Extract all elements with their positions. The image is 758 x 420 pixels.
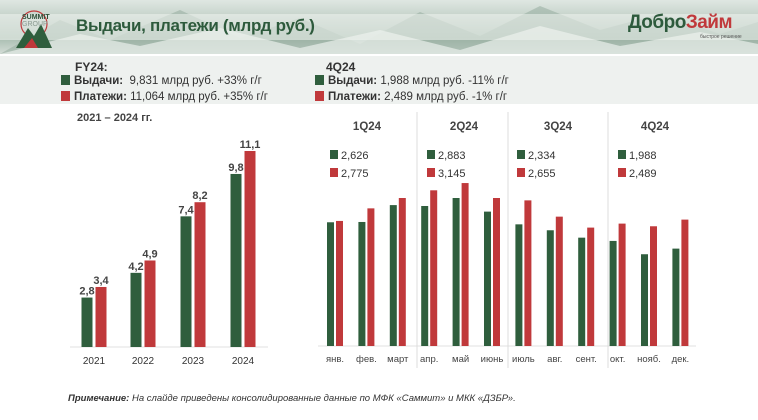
issuance-bar-авг. bbox=[546, 230, 554, 346]
quarter-payments-value: 2,655 bbox=[528, 168, 556, 180]
issuance-bar-сент. bbox=[578, 237, 586, 346]
x-tick-label-март: март bbox=[387, 354, 409, 365]
payments-bar-2021 bbox=[95, 286, 107, 347]
quarter-issuance-value: 2,883 bbox=[438, 150, 466, 162]
q4-issuance: Выдачи: 1,988 млрд руб. -11% г/г bbox=[315, 75, 509, 87]
summit-logo-text: SUMMIT GROUP bbox=[22, 14, 50, 28]
payments-bar-март bbox=[398, 198, 406, 346]
issuance-bar-дек. bbox=[672, 248, 680, 346]
quarter-title-1Q24: 1Q24 bbox=[353, 121, 382, 133]
monthly-chart: янв. фев. март апр. май июнь июль авг. сент. окт.… bbox=[318, 112, 696, 368]
quarter-payments-value: 3,145 bbox=[438, 168, 466, 180]
x-tick-label-июль: июль bbox=[512, 354, 535, 365]
issuance-bar-янв. bbox=[327, 222, 334, 346]
x-tick-label-2023: 2023 bbox=[182, 356, 205, 367]
x-tick-label-нояб.: нояб. bbox=[637, 354, 661, 365]
quarter-issuance-value: 1,988 bbox=[629, 150, 657, 162]
issuance-bar-окт. bbox=[609, 240, 617, 346]
summit-group-logo bbox=[16, 10, 52, 48]
issuance-bar-май bbox=[452, 198, 460, 346]
fy-heading: FY24: bbox=[75, 60, 108, 74]
payments-bar-2023 bbox=[194, 202, 206, 347]
payments-bar-сент. bbox=[587, 227, 595, 346]
x-tick-label-дек.: дек. bbox=[672, 354, 690, 365]
page-title: Выдачи, платежи (млрд руб.) bbox=[76, 16, 315, 35]
payments-legend-square bbox=[61, 91, 70, 101]
quarter-title-4Q24: 4Q24 bbox=[641, 121, 670, 133]
fy-issuance: Выдачи: 9,831 млрд руб. +33% г/г bbox=[61, 75, 262, 87]
issuance-legend-square bbox=[427, 150, 435, 159]
annual-chart: 2,83,4 2021 4,24,9 2022 7,4 8,2 2023 9,8 11,1 202… bbox=[70, 139, 268, 367]
title-strip bbox=[0, 14, 758, 40]
issuance-legend-square bbox=[315, 75, 324, 85]
payments-legend-square bbox=[517, 168, 525, 177]
issuance-bar-фев. bbox=[358, 221, 366, 346]
issuance-data-label-2024: 9,8 bbox=[228, 162, 243, 174]
q4-payments: Платежи: 2,489 млрд руб. -1% г/г bbox=[315, 91, 507, 103]
payments-bar-авг. bbox=[555, 216, 563, 346]
x-tick-label-фев.: фев. bbox=[356, 354, 377, 365]
payments-data-label-2021: 3,4 bbox=[93, 275, 109, 287]
issuance-bar-2023 bbox=[180, 216, 192, 347]
issuance-bar-март bbox=[389, 205, 397, 346]
payments-bar-окт. bbox=[618, 223, 626, 346]
issuance-bar-нояб. bbox=[641, 254, 648, 346]
x-tick-label-июнь: июнь bbox=[481, 354, 504, 365]
payments-data-label-2023: 8,2 bbox=[192, 190, 207, 202]
x-tick-label-2024: 2024 bbox=[232, 356, 255, 367]
q4-heading: 4Q24 bbox=[326, 60, 356, 74]
issuance-data-label-2023: 7,4 bbox=[178, 204, 194, 216]
x-tick-label-май: май bbox=[452, 354, 469, 365]
issuance-bar-2024 bbox=[230, 173, 242, 347]
issuance-data-label-2022: 4,2 bbox=[128, 261, 143, 273]
annual-chart-title: 2021 – 2024 гг. bbox=[77, 112, 153, 124]
payments-bar-июль bbox=[524, 200, 532, 346]
quarter-title-3Q24: 3Q24 bbox=[544, 121, 573, 133]
x-tick-label-апр.: апр. bbox=[420, 354, 438, 365]
payments-data-label-2024: 11,1 bbox=[240, 139, 261, 151]
payments-bar-янв. bbox=[336, 220, 343, 346]
payments-bar-фев. bbox=[367, 208, 375, 346]
payments-bar-нояб. bbox=[650, 226, 657, 346]
summary-band bbox=[0, 56, 758, 104]
payments-legend-square bbox=[330, 168, 338, 177]
issuance-bar-2021 bbox=[81, 297, 93, 347]
x-tick-label-сент.: сент. bbox=[576, 354, 597, 365]
x-tick-label-2021: 2021 bbox=[83, 356, 106, 367]
quarter-payments-value: 2,775 bbox=[341, 168, 369, 180]
footnote: Примечание: На слайде приведены консолид… bbox=[68, 393, 516, 404]
quarter-title-2Q24: 2Q24 bbox=[450, 121, 479, 133]
payments-bar-дек. bbox=[681, 219, 689, 346]
issuance-legend-square bbox=[61, 75, 70, 85]
payments-bar-июнь bbox=[493, 198, 500, 346]
issuance-legend-square bbox=[517, 150, 525, 159]
payments-bar-апр. bbox=[430, 190, 438, 346]
x-tick-label-2022: 2022 bbox=[132, 356, 155, 367]
issuance-legend-square bbox=[618, 150, 626, 159]
payments-legend-square bbox=[618, 168, 626, 177]
issuance-bar-июль bbox=[515, 224, 523, 346]
dobrozaim-logo: ДоброЗайм bbox=[628, 12, 733, 33]
x-tick-label-авг.: авг. bbox=[547, 354, 562, 365]
payments-legend-square bbox=[427, 168, 435, 177]
x-tick-label-янв.: янв. bbox=[326, 354, 344, 365]
issuance-bar-апр. bbox=[421, 205, 429, 346]
issuance-data-label-2021: 2,8 bbox=[79, 286, 94, 298]
x-tick-label-окт.: окт. bbox=[610, 354, 625, 365]
payments-bar-2022 bbox=[144, 260, 156, 347]
issuance-legend-square bbox=[330, 150, 338, 159]
payments-bar-2024 bbox=[244, 151, 256, 347]
fy-payments: Платежи: 11,064 млрд руб. +35% г/г bbox=[61, 91, 268, 103]
payments-legend-square bbox=[315, 91, 324, 101]
dobrozaim-tagline: быстрое решение bbox=[700, 34, 742, 40]
payments-data-label-2022: 4,9 bbox=[142, 248, 157, 260]
quarter-issuance-value: 2,626 bbox=[341, 150, 369, 162]
issuance-bar-2022 bbox=[130, 272, 142, 347]
quarter-payments-value: 2,489 bbox=[629, 168, 657, 180]
payments-bar-май bbox=[461, 183, 469, 346]
issuance-bar-июнь bbox=[484, 211, 491, 346]
quarter-issuance-value: 2,334 bbox=[528, 150, 556, 162]
